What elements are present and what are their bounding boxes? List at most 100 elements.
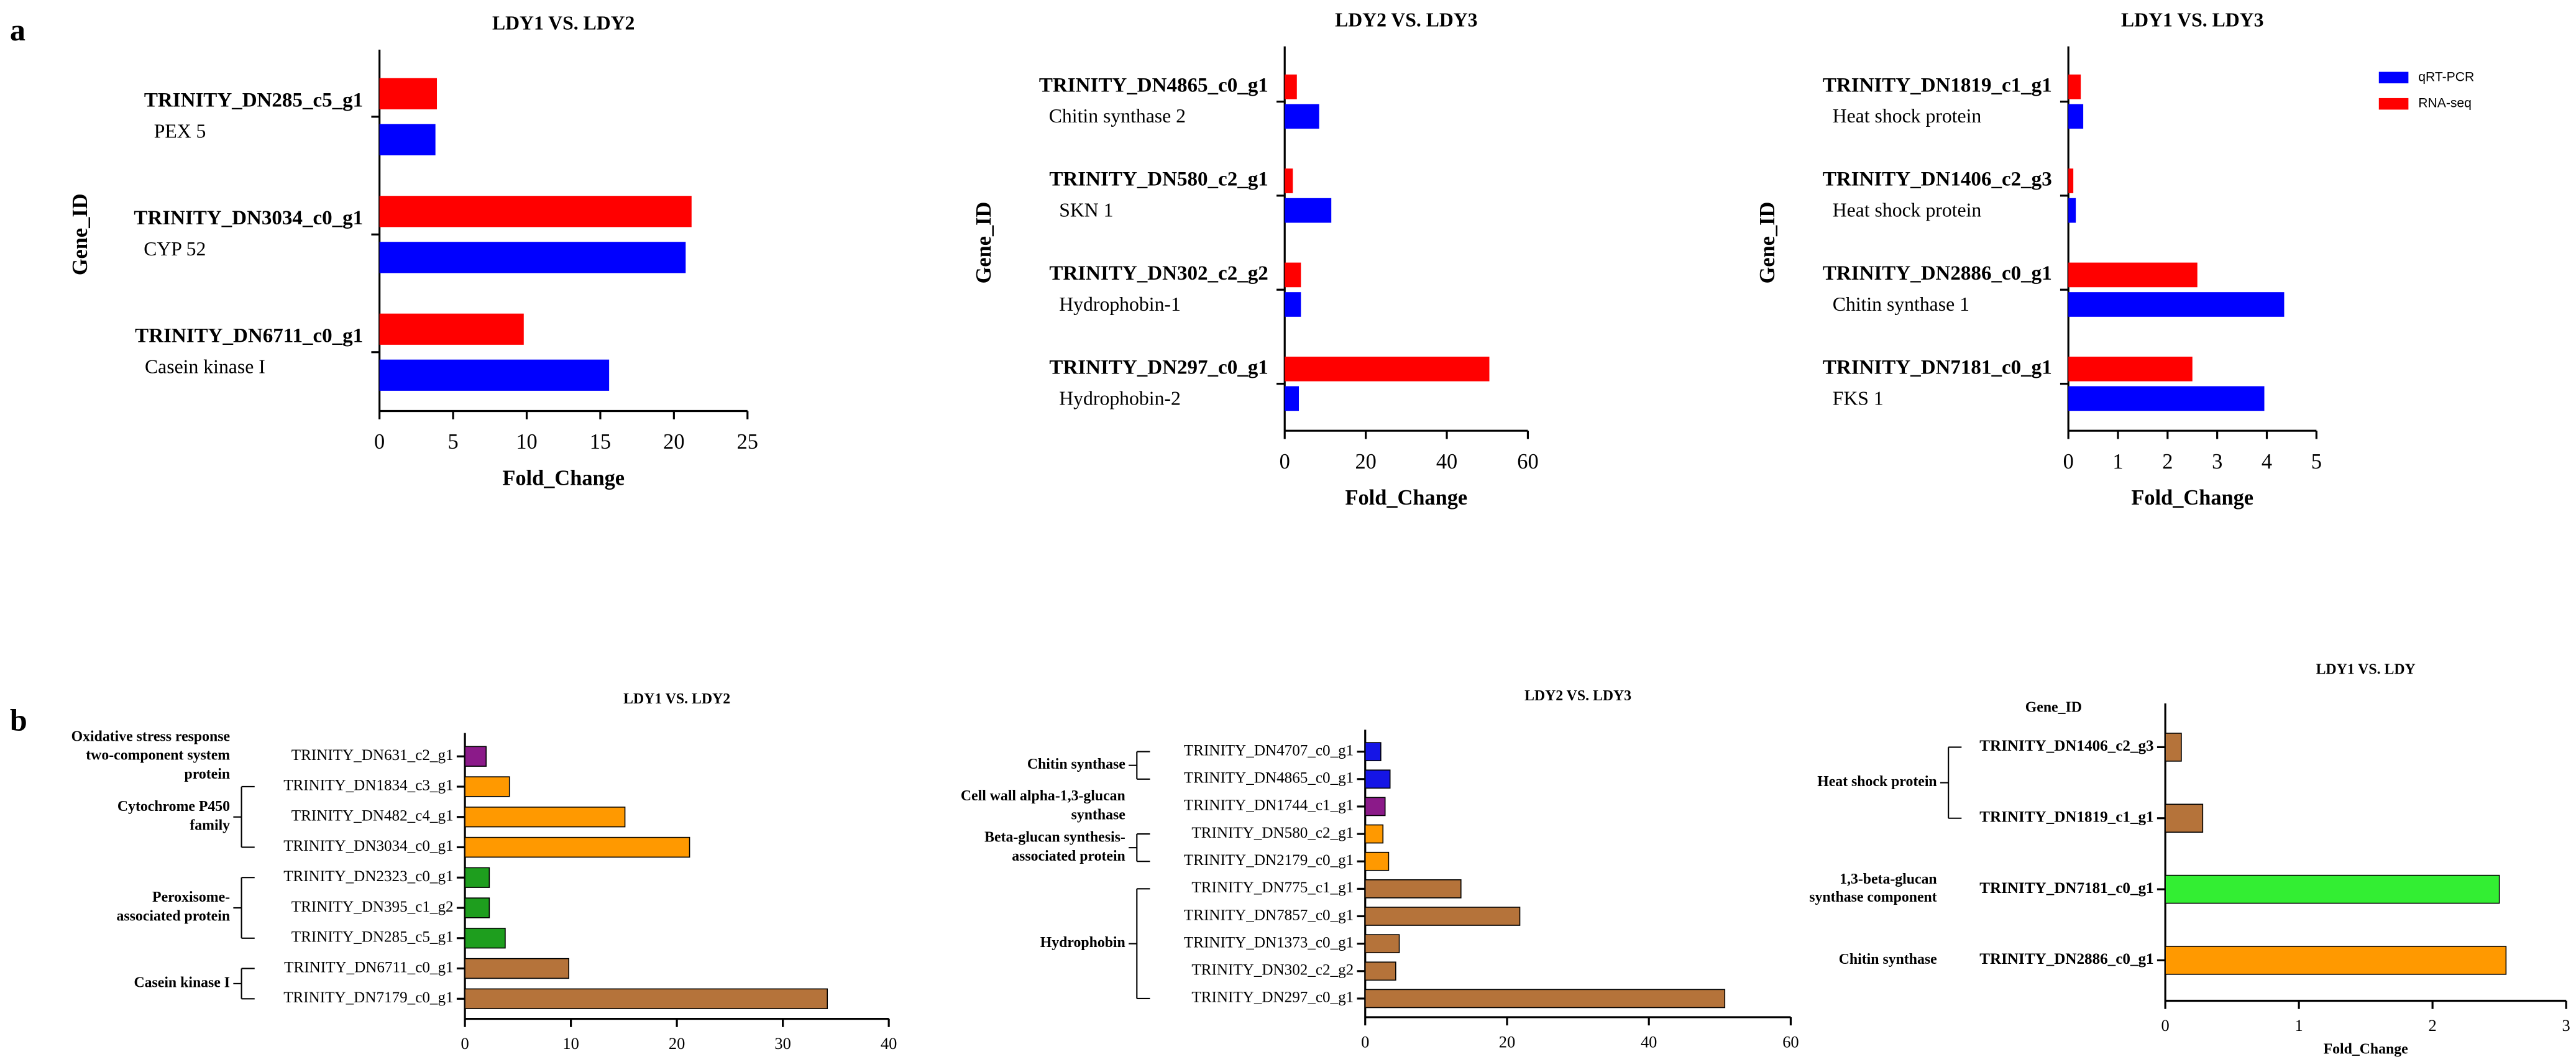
gene-name: Casein kinase I: [145, 355, 265, 377]
x-tick-label: 0: [1280, 450, 1290, 474]
gene-name: SKN 1: [1059, 199, 1113, 221]
bar: [1285, 168, 1293, 193]
group-label: family: [190, 817, 230, 833]
bar: [1285, 262, 1301, 288]
x-tick-label: 2: [2162, 450, 2173, 474]
group-label: two-component system: [86, 748, 230, 764]
bar: [2165, 803, 2204, 833]
category-label: TRINITY_DN580_c2_g1: [1049, 168, 1268, 191]
gene-name: FKS 1: [1833, 387, 1884, 409]
gene-name: Hydrophobin-2: [1059, 387, 1181, 409]
bar: [1364, 907, 1521, 926]
gene-name: Chitin synthase 2: [1049, 105, 1186, 127]
bar: [1364, 934, 1400, 953]
group-label: Peroxisome-: [152, 889, 230, 905]
bar: [2165, 733, 2182, 762]
group-label: Cytochrome P450: [117, 798, 230, 815]
x-tick-label: 25: [737, 430, 758, 454]
bar: [464, 746, 487, 767]
bar: [1364, 851, 1390, 871]
category-label: TRINITY_DN2323_c0_g1: [283, 868, 453, 885]
category-label: TRINITY_DN580_c2_g1: [1191, 825, 1354, 841]
category-label: TRINITY_DN297_c0_g1: [1191, 989, 1354, 1006]
bar: [1364, 742, 1382, 761]
category-label: TRINITY_DN1406_c2_g3: [1979, 738, 2153, 754]
bar: [464, 867, 490, 888]
x-tick-label: 30: [774, 1034, 791, 1053]
category-label: TRINITY_DN2886_c0_g1: [1979, 951, 2153, 968]
category-label: TRINITY_DN6711_c0_g1: [284, 959, 453, 976]
bar: [1364, 989, 1726, 1009]
bar: [1285, 386, 1299, 411]
x-tick-label: 0: [374, 430, 385, 454]
x-axis-label: Fold_Change: [502, 466, 625, 490]
x-tick-label: 4: [2262, 450, 2272, 474]
x-tick-label: 5: [2311, 450, 2322, 474]
category-label: TRINITY_DN395_c1_g2: [291, 899, 454, 915]
bar: [1285, 292, 1301, 317]
category-label: TRINITY_DN7181_c0_g1: [1823, 356, 2052, 378]
bar: [1285, 198, 1332, 223]
category-label: TRINITY_DN302_c2_g2: [1049, 262, 1268, 285]
x-tick-label: 1: [2112, 450, 2123, 474]
group-label: associated protein: [1012, 848, 1125, 864]
bar: [2068, 386, 2265, 411]
group-label: Heat shock protein: [1817, 774, 1937, 790]
bar: [2068, 104, 2084, 129]
bar: [379, 359, 610, 391]
category-label: TRINITY_DN302_c2_g2: [1191, 962, 1354, 979]
group-label: Beta-glucan synthesis-: [984, 829, 1125, 845]
gene-name: Chitin synthase 1: [1833, 293, 1969, 315]
bar: [1364, 797, 1386, 817]
x-tick-label: 10: [516, 430, 537, 454]
legend-label: RNA-seq: [2418, 96, 2472, 111]
group-label: Casein kinase I: [134, 974, 230, 991]
category-label: TRINITY_DN4865_c0_g1: [1039, 74, 1268, 96]
category-label: TRINITY_DN285_c5_g1: [144, 89, 363, 112]
x-tick-label: 1: [2295, 1016, 2303, 1035]
bar: [2068, 168, 2074, 193]
x-tick-label: 15: [590, 430, 611, 454]
bar: [464, 928, 506, 949]
bar: [464, 807, 626, 828]
panel-label: a: [10, 12, 25, 47]
x-tick-label: 60: [1782, 1032, 1799, 1051]
bar: [464, 988, 828, 1009]
bar: [2068, 356, 2193, 382]
category-label: TRINITY_DN285_c5_g1: [291, 929, 454, 946]
x-tick-label: 5: [447, 430, 458, 454]
category-label: TRINITY_DN4865_c0_g1: [1184, 770, 1354, 787]
gene-name: PEX 5: [154, 121, 206, 142]
chart-title: LDY1 VS. LDY2: [623, 691, 730, 707]
group-label: Chitin synthase: [1839, 951, 1937, 968]
group-label: synthase: [1071, 807, 1125, 823]
bar: [1285, 104, 1319, 129]
x-tick-label: 0: [1361, 1032, 1369, 1051]
x-tick-label: 20: [1355, 450, 1376, 474]
x-tick-label: 40: [881, 1034, 897, 1053]
bar: [379, 124, 436, 155]
bar: [1285, 74, 1297, 99]
chart-title: LDY1 VS. LDY: [2316, 662, 2416, 678]
x-tick-label: 3: [2212, 450, 2222, 474]
category-label: TRINITY_DN2886_c0_g1: [1823, 262, 2052, 285]
category-label: TRINITY_DN1819_c1_g1: [1823, 74, 2052, 96]
chart-title: LDY1 VS. LDY3: [2121, 9, 2263, 30]
bar: [2068, 74, 2081, 99]
x-tick-label: 20: [1499, 1032, 1515, 1051]
y-axis-label: Gene_ID: [1756, 202, 1779, 284]
bar: [379, 78, 438, 109]
group-label: Hydrophobin: [1040, 935, 1125, 951]
category-label: TRINITY_DN631_c2_g1: [291, 747, 454, 764]
bar: [2068, 198, 2076, 223]
y-axis-label: Gene_ID: [972, 202, 996, 284]
x-tick-label: 60: [1517, 450, 1538, 474]
x-tick-label: 2: [2429, 1016, 2437, 1035]
gene-name: CYP 52: [144, 238, 206, 260]
chart-title: LDY2 VS. LDY3: [1524, 688, 1631, 704]
bar: [464, 776, 510, 797]
bar: [379, 242, 686, 273]
chart-title: LDY2 VS. LDY3: [1335, 9, 1477, 30]
category-label: TRINITY_DN482_c4_g1: [291, 807, 454, 824]
